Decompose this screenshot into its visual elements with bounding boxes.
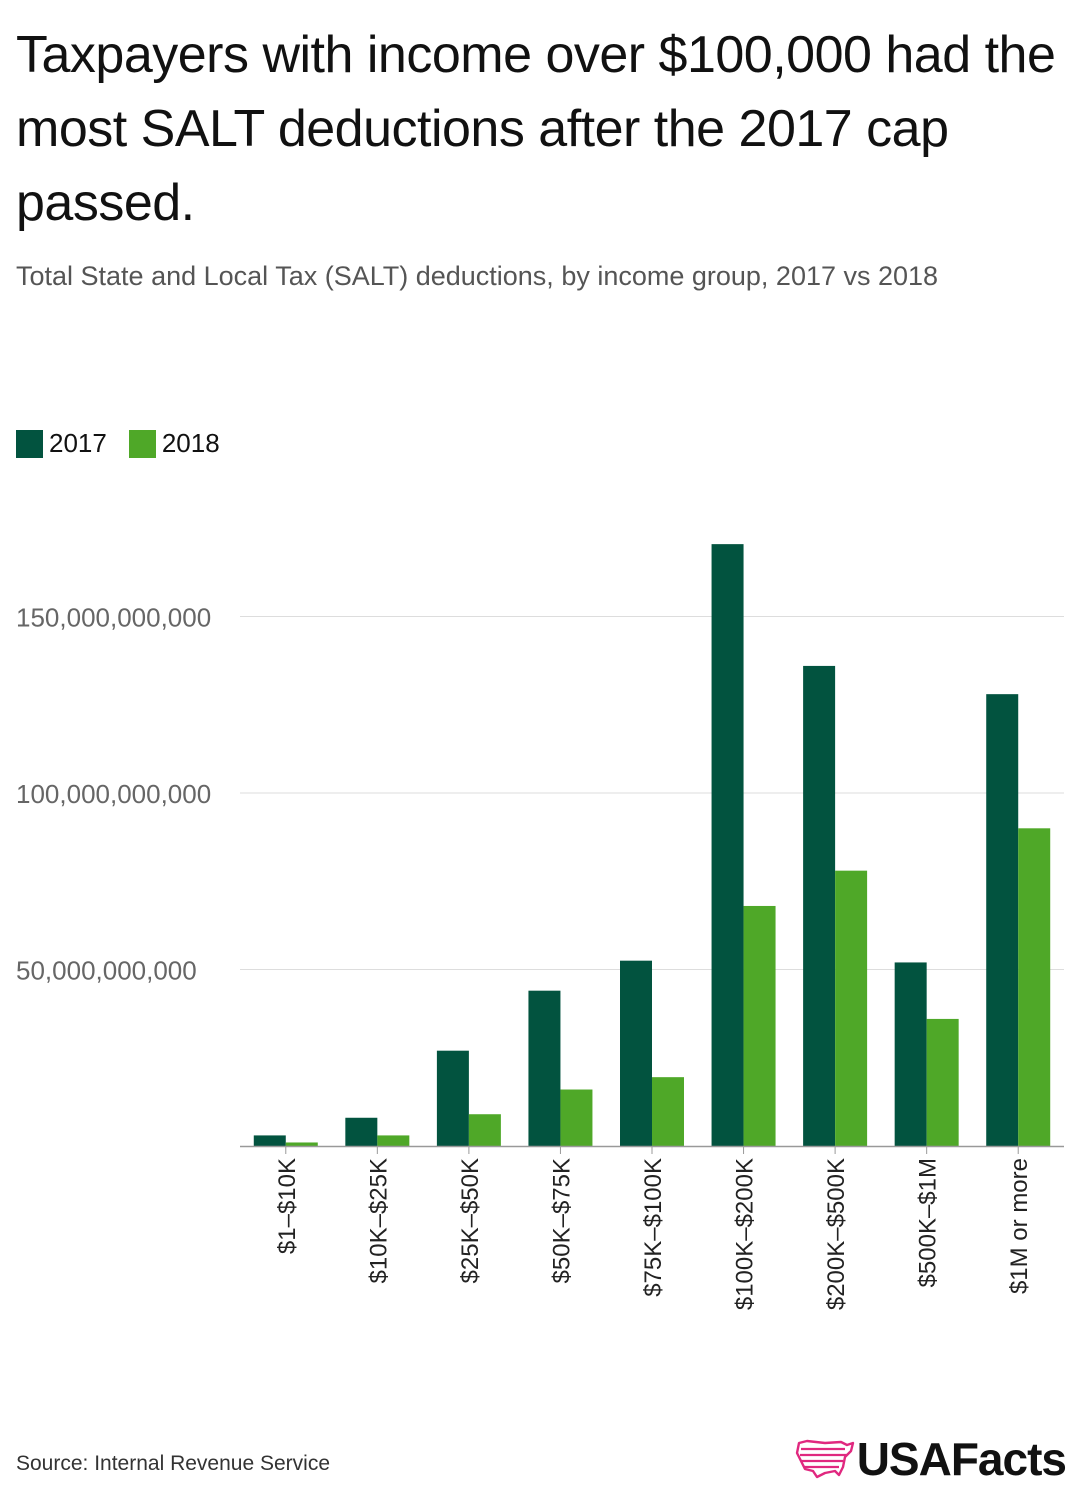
bar-2017	[253, 1135, 286, 1146]
usa-map-flag-icon	[795, 1439, 854, 1479]
bar-2017	[620, 960, 652, 1146]
usafacts-logo: USAFacts	[795, 1432, 1067, 1486]
x-tick-label: $75K–$100K	[640, 1158, 667, 1297]
x-tick-label: $200K–$500K	[823, 1158, 850, 1310]
legend: 2017 2018	[16, 428, 242, 459]
bar-2018	[926, 1018, 959, 1146]
bar-2018	[835, 870, 868, 1146]
bar-2018	[468, 1114, 501, 1146]
y-tick-label: 150,000,000,000	[16, 603, 211, 633]
bar-2017	[345, 1117, 378, 1146]
bar-2018	[652, 1077, 684, 1146]
legend-swatch-2018	[128, 429, 156, 458]
x-tick-label: $100K–$200K	[732, 1158, 759, 1310]
chart-subtitle: Total State and Local Tax (SALT) deducti…	[16, 261, 939, 291]
bar-2017	[986, 694, 1019, 1146]
bar-2018	[560, 1089, 593, 1146]
legend-label-2017: 2017	[49, 428, 107, 458]
x-tick-label: $50K–$75K	[548, 1158, 575, 1283]
bar-2017	[711, 544, 744, 1146]
x-tick-label: $1M or more	[1006, 1158, 1033, 1294]
x-tick-label: $25K–$50K	[457, 1158, 484, 1283]
bar-2018	[1018, 828, 1051, 1146]
bar-2017	[803, 665, 836, 1146]
x-tick-label: $1–$10K	[274, 1158, 301, 1254]
legend-item-2018: 2018	[128, 428, 220, 459]
source-note: Source: Internal Revenue Service	[16, 1452, 331, 1475]
x-tick-label: $10K–$25K	[365, 1158, 392, 1283]
legend-item-2017: 2017	[16, 428, 107, 459]
x-tick-label: $500K–$1M	[915, 1158, 942, 1287]
bar-2018	[285, 1142, 318, 1146]
bar-chart: 50,000,000,000 100,000,000,000 150,000,000…	[16, 544, 1064, 1310]
legend-swatch-2017	[16, 429, 43, 458]
chart-title: Taxpayers with income over $100,000 had …	[16, 26, 1056, 232]
bar-2017	[436, 1050, 469, 1146]
bar-2017	[894, 962, 927, 1146]
brand-name: USAFacts	[856, 1433, 1067, 1485]
bar-2017	[528, 990, 561, 1146]
legend-label-2018: 2018	[161, 428, 220, 458]
bar-2018	[377, 1135, 410, 1146]
y-tick-label: 100,000,000,000	[16, 779, 211, 809]
y-tick-label: 50,000,000,000	[16, 956, 197, 986]
bar-2018	[743, 905, 776, 1146]
